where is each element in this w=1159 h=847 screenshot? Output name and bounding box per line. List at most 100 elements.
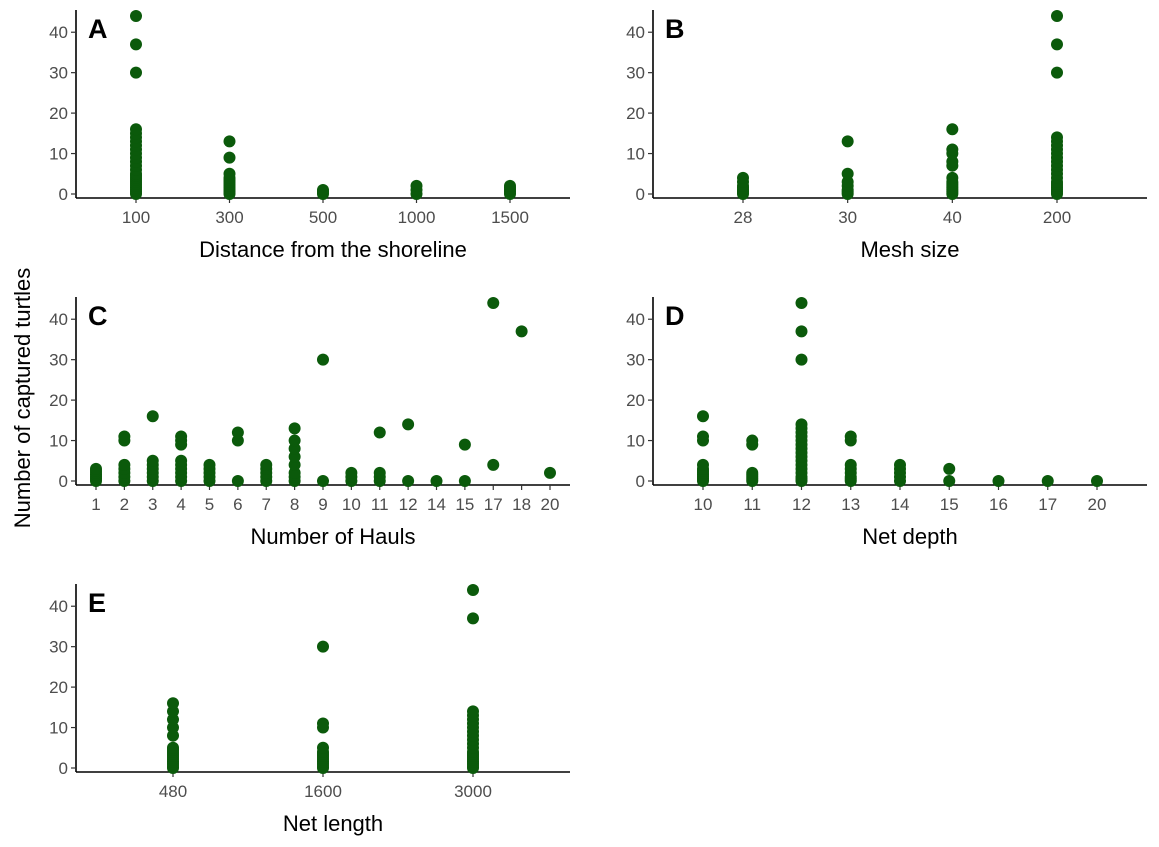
data-point [130,123,142,136]
x-tick-label: 5 [205,495,214,514]
panel-e: 0 10 20 30 40 480 1600 3000 Net length E [49,584,570,836]
data-point [1051,10,1063,23]
x-tick-label: 200 [1043,208,1071,227]
data-point [317,475,329,487]
panel-tag: C [88,301,108,331]
panel-d: 0 10 20 30 40 10 11 12 13 14 15 16 17 20 Net depth D [626,297,1147,549]
data-point [946,171,959,184]
y-tick-label: 10 [626,432,645,451]
data-point [167,697,179,710]
x-tick-label: 20 [1088,495,1107,514]
data-point [1051,38,1063,51]
data-point [146,410,159,423]
data-point [467,705,479,718]
x-tick-label: 4 [176,495,185,514]
data-point [373,426,386,439]
y-tick-label: 40 [626,23,645,42]
data-point [946,123,959,136]
x-tick-label: 17 [484,495,503,514]
x-tick-label: 10 [342,495,361,514]
data-point [430,475,443,487]
x-tick-label: 2 [120,495,129,514]
data-point [402,475,415,487]
x-tick-label: 480 [159,782,187,801]
x-tick-label: 8 [290,495,299,514]
panel-b: 0 10 20 30 40 28 30 40 200 Mesh size B [626,10,1147,262]
panel-a: 0 10 20 30 40 100 300 500 1000 1500 Distance from … [49,10,570,262]
x-tick-label: 20 [541,495,560,514]
x-axis-title: Mesh size [860,237,959,262]
data-point [1051,66,1063,79]
x-tick-label: 40 [943,208,962,227]
data-point [175,430,188,443]
data-point [737,171,749,184]
x-tick-label: 100 [122,208,150,227]
x-tick-label: 1000 [398,208,436,227]
data-point [345,466,358,479]
data-point [1091,475,1103,487]
data-point [487,297,500,310]
data-point [317,353,329,366]
x-tick-label: 7 [262,495,271,514]
x-axis-title: Net length [283,811,383,836]
data-point [458,475,471,487]
data-point [146,454,159,467]
data-point [118,430,131,443]
data-point [946,143,959,156]
data-point [795,418,808,431]
data-point [841,135,854,148]
y-tick-label: 40 [49,597,68,616]
panel-tag: A [88,14,108,44]
data-point [317,717,329,730]
x-tick-label: 3 [148,495,157,514]
data-point [841,167,854,180]
data-point [118,458,131,471]
data-point [231,475,244,487]
x-tick-label: 18 [512,495,531,514]
x-tick-label: 6 [233,495,242,514]
y-tick-label: 0 [59,185,68,204]
x-tick-label: 11 [743,495,761,514]
data-point [317,741,329,754]
x-tick-label: 30 [838,208,857,227]
data-point [844,458,857,471]
data-point [894,458,906,471]
y-tick-label: 30 [626,351,645,370]
data-point [544,466,556,479]
data-point [231,426,244,439]
data-point [317,183,329,196]
x-tick-label: 10 [694,495,713,514]
x-tick-label: 11 [371,495,389,514]
data-point [167,741,179,754]
data-point [130,66,142,79]
data-point [288,422,301,435]
data-point [467,584,479,597]
y-tick-label: 10 [49,719,68,738]
y-tick-label: 10 [49,145,68,164]
data-point [467,612,479,625]
data-point [697,458,709,471]
x-tick-label: 13 [841,495,860,514]
data-point [402,418,415,431]
data-point [795,353,808,366]
x-tick-label: 1 [91,495,100,514]
data-point [515,325,528,338]
data-point [410,179,423,192]
data-point [746,434,759,447]
data-point [487,458,500,471]
data-point [223,167,236,180]
y-tick-label: 40 [49,23,68,42]
y-tick-label: 30 [626,64,645,83]
data-point [943,475,956,487]
data-point [130,10,142,23]
x-tick-label: 1500 [491,208,529,227]
data-point [746,466,759,479]
data-point [130,38,142,51]
x-tick-label: 12 [399,495,418,514]
data-point [90,462,102,475]
data-point [317,640,329,653]
data-point [203,458,216,471]
x-axis-title: Distance from the shoreline [199,237,467,262]
